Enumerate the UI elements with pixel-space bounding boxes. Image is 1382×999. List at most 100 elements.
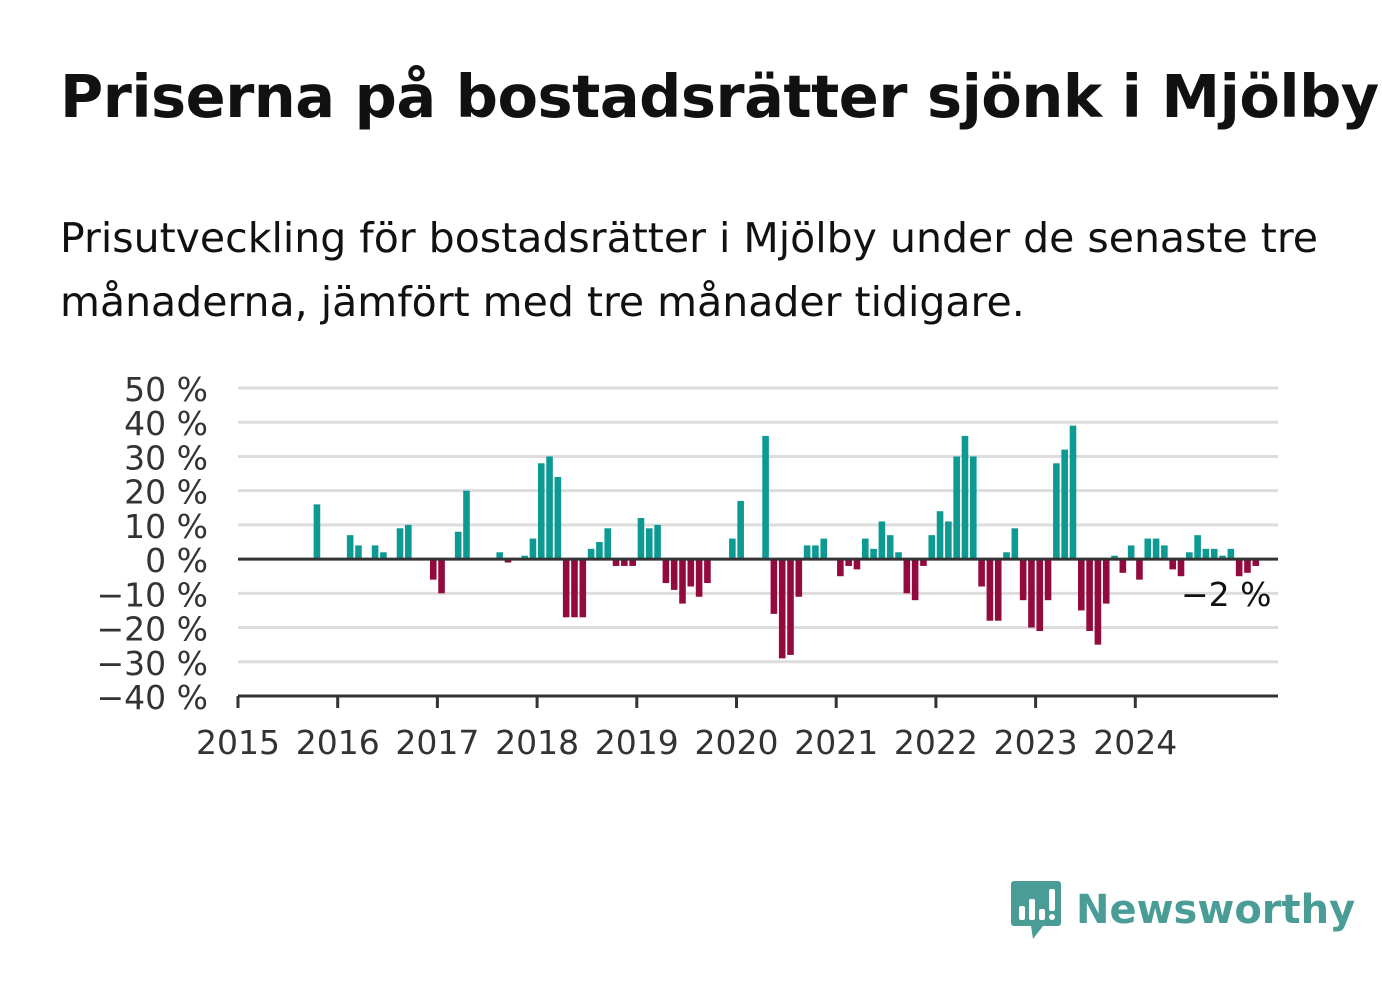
bar [504, 559, 512, 563]
bar [1194, 535, 1201, 560]
bar [1102, 559, 1110, 604]
last-value-annotation: −2 % [1181, 575, 1272, 614]
bar [554, 476, 562, 560]
bar [1011, 528, 1019, 560]
x-tick-label: 2022 [894, 723, 978, 762]
y-tick-label: 10 % [124, 507, 208, 546]
bar [429, 559, 437, 580]
bar [845, 559, 852, 566]
bar [787, 559, 794, 655]
y-tick-label: −40 % [97, 678, 209, 717]
bar [313, 504, 321, 560]
bar [1053, 463, 1060, 560]
bar [878, 521, 886, 560]
axes [236, 557, 1278, 708]
bar-chart: 50 %40 %30 %20 %10 %0 %−10 %−20 %−30 %−4… [97, 370, 1278, 762]
newsworthy-logo-icon [1011, 881, 1061, 939]
bar [870, 548, 877, 560]
bar [945, 521, 952, 560]
bar [571, 559, 578, 618]
bar [1169, 559, 1176, 570]
bar [986, 559, 994, 621]
bar [579, 559, 587, 618]
bar [886, 535, 894, 560]
y-tick-label: 40 % [124, 404, 208, 443]
bar [737, 500, 744, 560]
y-tick-label: −20 % [97, 610, 209, 649]
bar [903, 559, 911, 594]
bar [529, 538, 537, 560]
chart-subtitle: Prisutveckling för bostadsrätter i Mjölb… [60, 214, 1319, 326]
bar [969, 456, 977, 560]
brand-logo: Newsworthy [1010, 878, 1355, 942]
bar [812, 545, 819, 560]
bar [496, 552, 504, 560]
bar [1069, 425, 1077, 560]
bar [438, 559, 445, 594]
bar [562, 559, 570, 618]
bar [537, 463, 545, 560]
bar [936, 511, 944, 560]
bar [1127, 545, 1135, 560]
x-tick-label: 2019 [595, 723, 679, 762]
x-tick-label: 2017 [395, 723, 479, 762]
bar [1119, 559, 1127, 573]
bar [1244, 559, 1251, 573]
y-tick-label: 50 % [124, 370, 208, 409]
bar [1044, 559, 1052, 601]
grid-lines [238, 386, 1278, 664]
y-tick-label: 30 % [124, 438, 208, 477]
bar [1086, 559, 1093, 631]
bar [1003, 552, 1010, 560]
bar [961, 435, 969, 560]
bar [1136, 559, 1143, 580]
bar [679, 559, 686, 604]
y-tick-label: −10 % [97, 575, 209, 614]
bar [1177, 559, 1185, 577]
bar [1252, 559, 1260, 566]
bar [695, 559, 703, 597]
bar [621, 559, 628, 566]
x-tick-label: 2015 [196, 723, 280, 762]
bar [454, 531, 462, 560]
bar [612, 559, 620, 566]
y-tick-label: −30 % [97, 644, 209, 683]
bar [670, 559, 678, 590]
bar [803, 545, 811, 560]
bar [546, 456, 553, 560]
bar [1094, 559, 1102, 645]
bar [861, 538, 869, 560]
bar [853, 559, 861, 570]
bar [1235, 559, 1243, 577]
bar [521, 555, 528, 560]
x-tick-label: 2021 [794, 723, 878, 762]
bar [380, 552, 387, 560]
bar [604, 528, 612, 560]
bar [1202, 548, 1210, 560]
bar [396, 528, 404, 560]
bar [1161, 545, 1168, 560]
bar [820, 538, 828, 560]
x-tick-label: 2023 [994, 723, 1078, 762]
x-tick-label: 2020 [695, 723, 779, 762]
bar [770, 559, 778, 614]
bar [729, 538, 736, 560]
x-tick-label: 2016 [296, 723, 380, 762]
bar [463, 490, 470, 560]
bar [978, 559, 985, 587]
bar [405, 524, 412, 560]
bar [1077, 559, 1085, 611]
y-tick-label: 20 % [124, 473, 208, 512]
bar [1061, 449, 1068, 560]
bar [1227, 548, 1235, 560]
bar [587, 548, 595, 560]
bar [778, 559, 786, 659]
bars [313, 425, 1260, 659]
bar [994, 559, 1002, 621]
bar [355, 545, 362, 560]
axis-labels: 50 %40 %30 %20 %10 %0 %−10 %−20 %−30 %−4… [97, 370, 1272, 762]
bar [645, 528, 653, 560]
bar [928, 535, 936, 560]
bar [795, 559, 803, 597]
bar [704, 559, 711, 584]
